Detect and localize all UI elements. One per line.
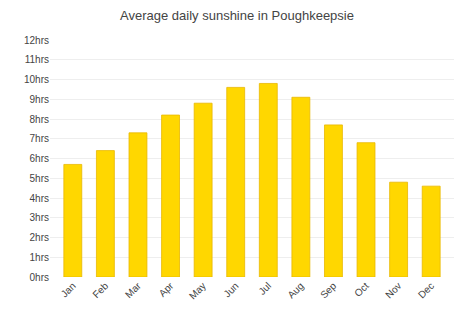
svg-text:11hrs: 11hrs	[25, 54, 49, 65]
svg-text:May: May	[187, 280, 208, 301]
svg-text:Mar: Mar	[123, 280, 143, 300]
svg-text:Jan: Jan	[59, 280, 78, 299]
svg-text:5hrs: 5hrs	[30, 173, 49, 184]
svg-text:Feb: Feb	[90, 280, 110, 300]
svg-text:6hrs: 6hrs	[30, 153, 49, 164]
svg-text:1hrs: 1hrs	[30, 252, 49, 263]
svg-text:12hrs: 12hrs	[24, 35, 49, 46]
svg-text:Average daily sunshine in Poug: Average daily sunshine in Poughkeepsie	[120, 8, 354, 23]
svg-text:10hrs: 10hrs	[24, 74, 49, 85]
svg-text:7hrs: 7hrs	[30, 133, 49, 144]
svg-text:4hrs: 4hrs	[30, 193, 49, 204]
svg-text:0hrs: 0hrs	[30, 272, 49, 283]
svg-text:Nov: Nov	[383, 280, 403, 300]
svg-text:Oct: Oct	[352, 280, 371, 299]
svg-text:Jun: Jun	[221, 280, 240, 299]
svg-text:2hrs: 2hrs	[30, 232, 49, 243]
svg-text:9hrs: 9hrs	[30, 94, 49, 105]
svg-text:3hrs: 3hrs	[30, 212, 49, 223]
svg-text:8hrs: 8hrs	[30, 114, 49, 125]
svg-text:Aug: Aug	[285, 280, 305, 300]
svg-text:Jul: Jul	[256, 280, 273, 297]
svg-text:Sep: Sep	[318, 280, 339, 301]
svg-text:Apr: Apr	[157, 280, 176, 299]
svg-text:Dec: Dec	[416, 280, 436, 300]
